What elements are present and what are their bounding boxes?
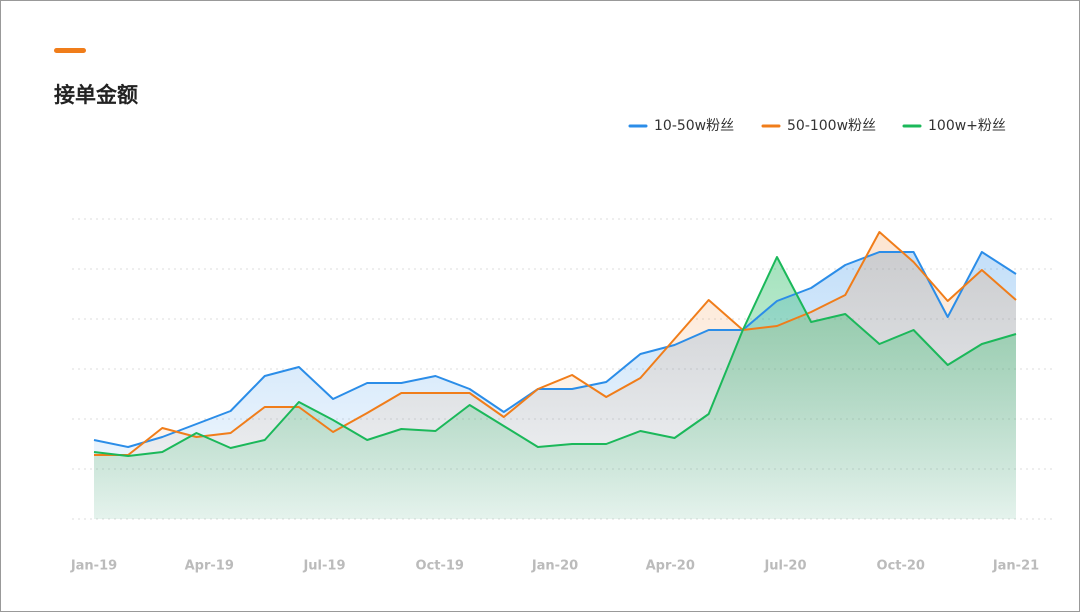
x-tick-label: Jan-20 <box>531 559 578 574</box>
legend-label: 100w+粉丝 <box>928 118 1006 134</box>
line <box>93 256 1017 457</box>
x-tick-label: Jan-21 <box>992 559 1039 574</box>
x-tick-label: Jul-19 <box>302 559 345 574</box>
x-tick-label: Oct-19 <box>416 559 464 574</box>
x-tick-label: Apr-19 <box>185 559 234 574</box>
line <box>93 251 1017 448</box>
x-tick-label: Apr-20 <box>646 559 695 574</box>
x-tick-label: Jul-20 <box>763 559 806 574</box>
chart-title: 接单金额 <box>54 83 138 107</box>
legend-label: 50-100w粉丝 <box>787 118 876 134</box>
x-tick-label: Jan-19 <box>70 559 117 574</box>
line <box>94 231 1017 456</box>
legend-label: 10-50w粉丝 <box>654 118 734 134</box>
title-accent <box>54 48 86 53</box>
x-tick-label: Oct-20 <box>877 559 925 574</box>
